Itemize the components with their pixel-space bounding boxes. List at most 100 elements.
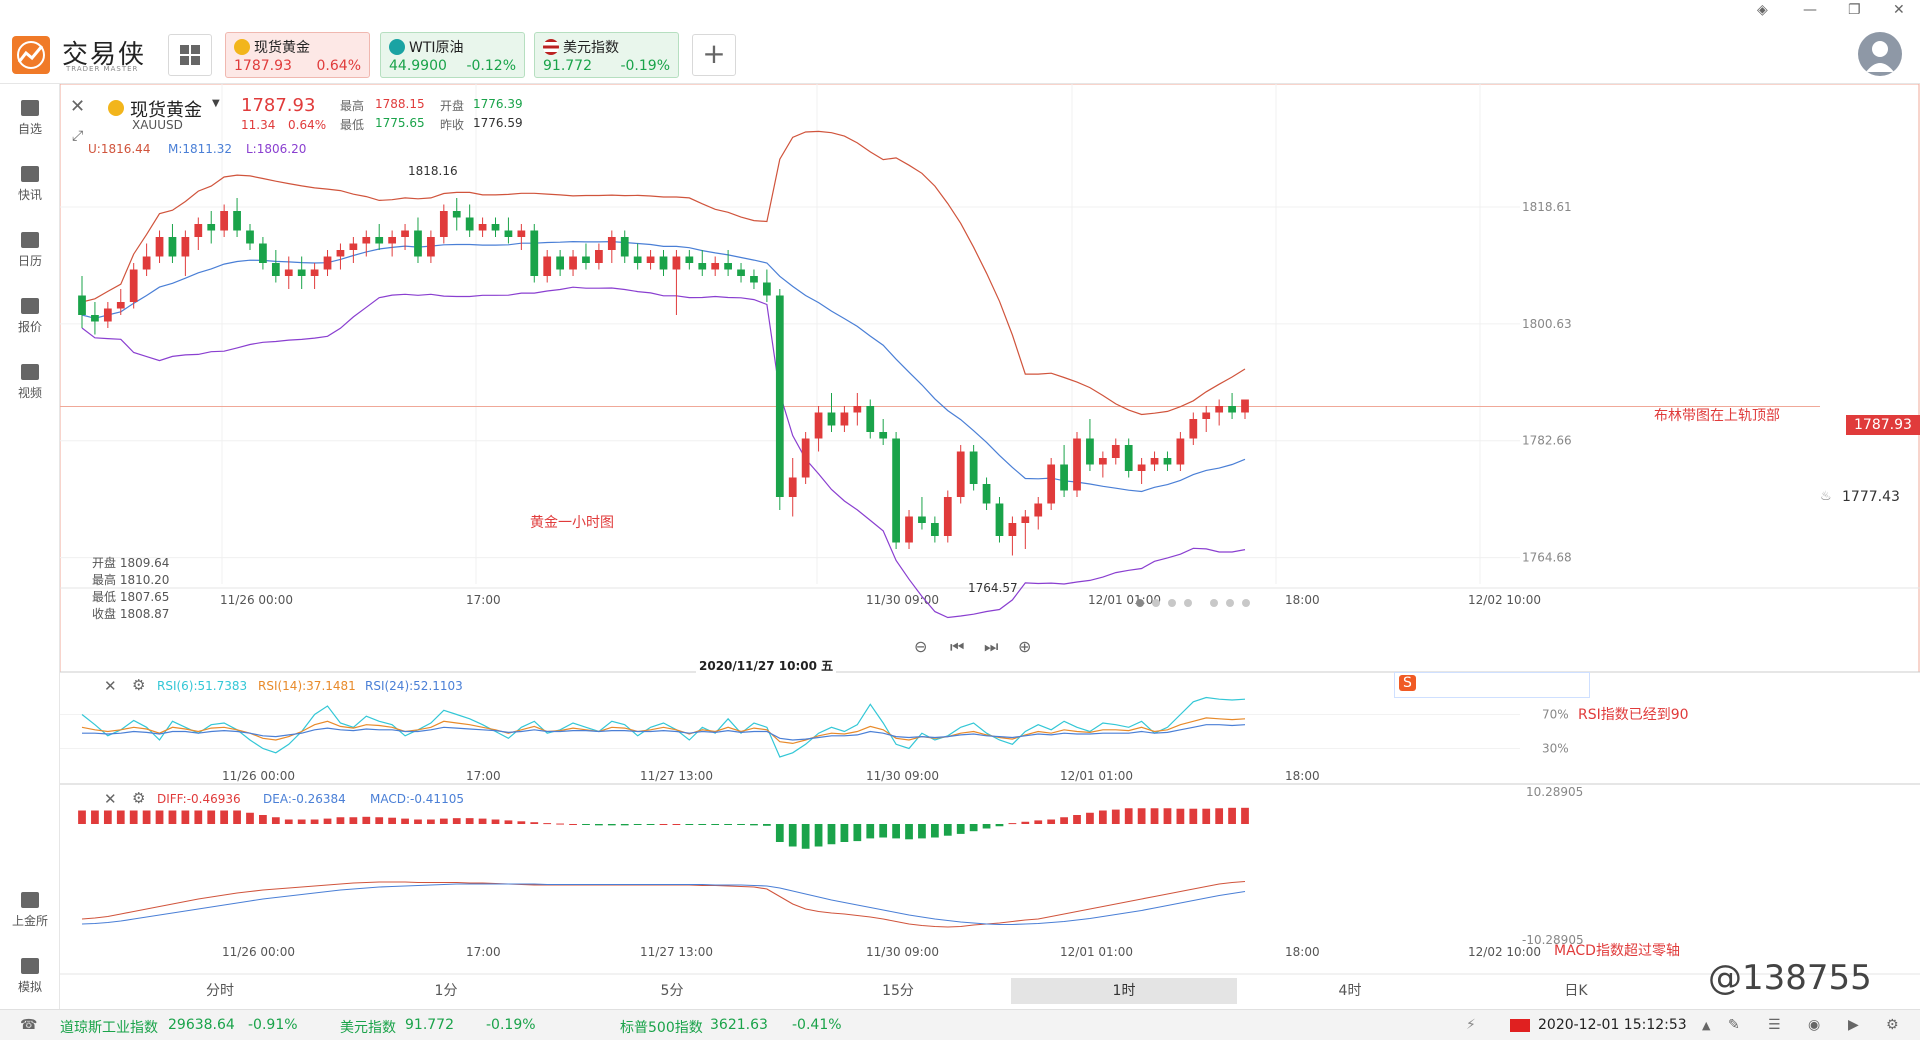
skip-forward-icon[interactable]: ⏭ [984,637,999,656]
main-y-tick-label: 1764.68 [1522,551,1572,565]
alert-price[interactable]: 1777.43 [1842,489,1900,505]
candle-body [349,243,358,250]
skip-back-icon[interactable]: ⏮ [950,637,965,656]
quote-card-oil[interactable]: WTI原油 44.9900 -0.12% [380,32,525,78]
avatar[interactable] [1858,32,1902,76]
candle-body [646,256,655,263]
tab-5[interactable]: 4时 [1338,983,1362,999]
tab-2[interactable]: 5分 [660,983,684,999]
chevron-up-icon[interactable]: ▲ [1702,1019,1711,1032]
macd-bar [1202,808,1211,824]
candle-body [207,224,216,231]
macd-bar [775,824,784,842]
dxy-name[interactable]: 美元指数 [340,1020,396,1036]
rsi-settings-icon[interactable]: ⚙ [132,676,146,694]
candle-body [685,256,694,263]
tab-3[interactable]: 15分 [882,983,914,999]
macd-bar [840,824,849,842]
ime-toolbar[interactable]: S [1394,672,1590,698]
edit-icon[interactable]: ✎ [1728,1017,1740,1033]
rsi6-legend: RSI(6):51.7383 [157,679,248,693]
chart-area: 1818.61 1800.63 1782.66 1764.68 11/26 00:00 1… [60,84,1920,1009]
quote-card-name: 现货黄金 [254,40,310,56]
candle-body [1189,419,1198,439]
calendar-icon [21,232,39,248]
collapse-icon[interactable]: ⤢ [72,128,84,144]
macd-settings-icon[interactable]: ⚙ [132,789,146,807]
candle-body [930,523,939,536]
dxy-change: -0.19% [486,1017,536,1033]
quote-card-dxy[interactable]: 美元指数 91.772 -0.19% [534,32,679,78]
macd-x-tick-label: 18:00 [1285,945,1320,959]
rsi24-legend: RSI(24):52.1103 [365,679,463,693]
high-label: 最高 [340,99,365,113]
macd-bar [297,819,306,824]
minimize-icon[interactable]: — [1803,2,1817,18]
rsi-x-tick-label: 12/01 01:00 [1060,769,1133,783]
sidebar-item-sge[interactable]: 上金所 [0,892,60,929]
macd-bar [1189,808,1198,824]
sidebar-item-video[interactable]: 视频 [0,364,60,401]
macd-bar [788,824,797,847]
symbol-name[interactable]: 现货黄金 [130,100,202,121]
boll-mid-legend: M:1811.32 [168,142,233,156]
zoom-out-icon[interactable]: ⊖ [914,637,928,656]
sidebar-item-quotes[interactable]: 报价 [0,298,60,335]
macd-bar [103,810,112,824]
quote-card-name: WTI原油 [409,40,464,56]
macd-bar [1073,815,1081,824]
rsi-y-tick-label: 30% [1542,742,1569,756]
skin-icon[interactable]: ◈ [1757,2,1768,18]
restore-icon[interactable]: ❐ [1848,2,1861,18]
camera-icon[interactable]: ◉ [1808,1017,1821,1033]
headset-icon[interactable]: ☎ [20,1017,38,1033]
list-icon[interactable]: ☰ [1768,1017,1781,1033]
macd-bar [78,810,86,824]
add-quote-button[interactable]: + [692,34,736,76]
sp-value: 3621.63 [710,1017,768,1033]
tab-6[interactable]: 日K [1564,983,1588,999]
macd-bar [465,818,474,824]
candle-body [595,250,603,263]
zoom-in-icon[interactable]: ⊕ [1018,637,1032,656]
macd-bar [504,820,513,824]
mute-icon[interactable]: ▶ [1848,1017,1859,1033]
macd-bar [892,824,900,839]
close-macd-icon[interactable]: ✕ [104,790,117,808]
tab-1[interactable]: 1分 [434,983,458,999]
candle-body [1163,458,1172,465]
close-chart-icon[interactable]: ✕ [70,96,86,117]
sidebar-item-calendar[interactable]: 日历 [0,232,60,269]
candle-body [569,256,577,270]
macd-bar [310,819,319,824]
sidebar-item-news[interactable]: 快讯 [0,166,60,203]
chevron-down-icon[interactable]: ▼ [212,98,220,109]
settings-icon[interactable]: ⚙ [1886,1017,1899,1033]
macd-bar [556,823,564,825]
bell-icon[interactable]: ♨ [1820,489,1832,504]
quote-card-gold[interactable]: 现货黄金 1787.93 0.64% [225,32,370,78]
candle-body [827,412,836,426]
candle-body [788,477,797,497]
dow-name[interactable]: 道琼斯工业指数 [60,1020,158,1036]
macd-annotation: MACD指数超过零轴 [1554,943,1680,959]
main-x-tick-label: 12/01 01:00 [1088,593,1161,607]
sidebar-item-simulate[interactable]: 模拟 [0,958,60,995]
candle-body [323,256,332,270]
page-dot [1152,599,1160,607]
tab-0[interactable]: 分时 [206,983,234,999]
tab-4[interactable]: 1时 [1011,978,1237,1004]
network-icon[interactable]: ⚡ [1466,1017,1476,1033]
macd-bar [853,824,862,842]
candle-body [271,263,280,276]
sp-name[interactable]: 标普500指数 [620,1020,703,1036]
sidebar-item-watchlist[interactable]: 自选 [0,100,60,137]
macd-bar [452,818,461,824]
close-icon[interactable]: ✕ [1893,2,1905,18]
macd-bar [646,824,655,825]
macd-bar [1163,808,1172,824]
macd-bar [1241,807,1249,824]
macd-bar [930,824,939,838]
layout-grid-button[interactable] [168,34,212,76]
close-rsi-icon[interactable]: ✕ [104,677,117,695]
